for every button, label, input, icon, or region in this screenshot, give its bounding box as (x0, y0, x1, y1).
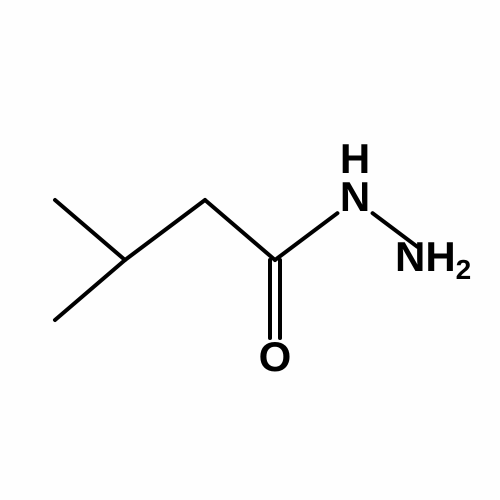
svg-text:N: N (340, 173, 370, 220)
bond (55, 200, 125, 260)
bonds-layer (55, 200, 417, 338)
atoms-layer: O HN NH2 (259, 135, 472, 380)
bond (205, 200, 275, 260)
svg-text:NH2: NH2 (395, 233, 471, 285)
bond (275, 213, 337, 260)
atom-label-N: HN (340, 135, 370, 220)
atom-label-O: O (259, 333, 292, 380)
svg-text:O: O (259, 333, 292, 380)
atom-label-N: NH2 (395, 233, 471, 285)
molecule-diagram: O HN NH2 (0, 0, 500, 500)
bond (55, 260, 125, 320)
bond (125, 200, 205, 260)
